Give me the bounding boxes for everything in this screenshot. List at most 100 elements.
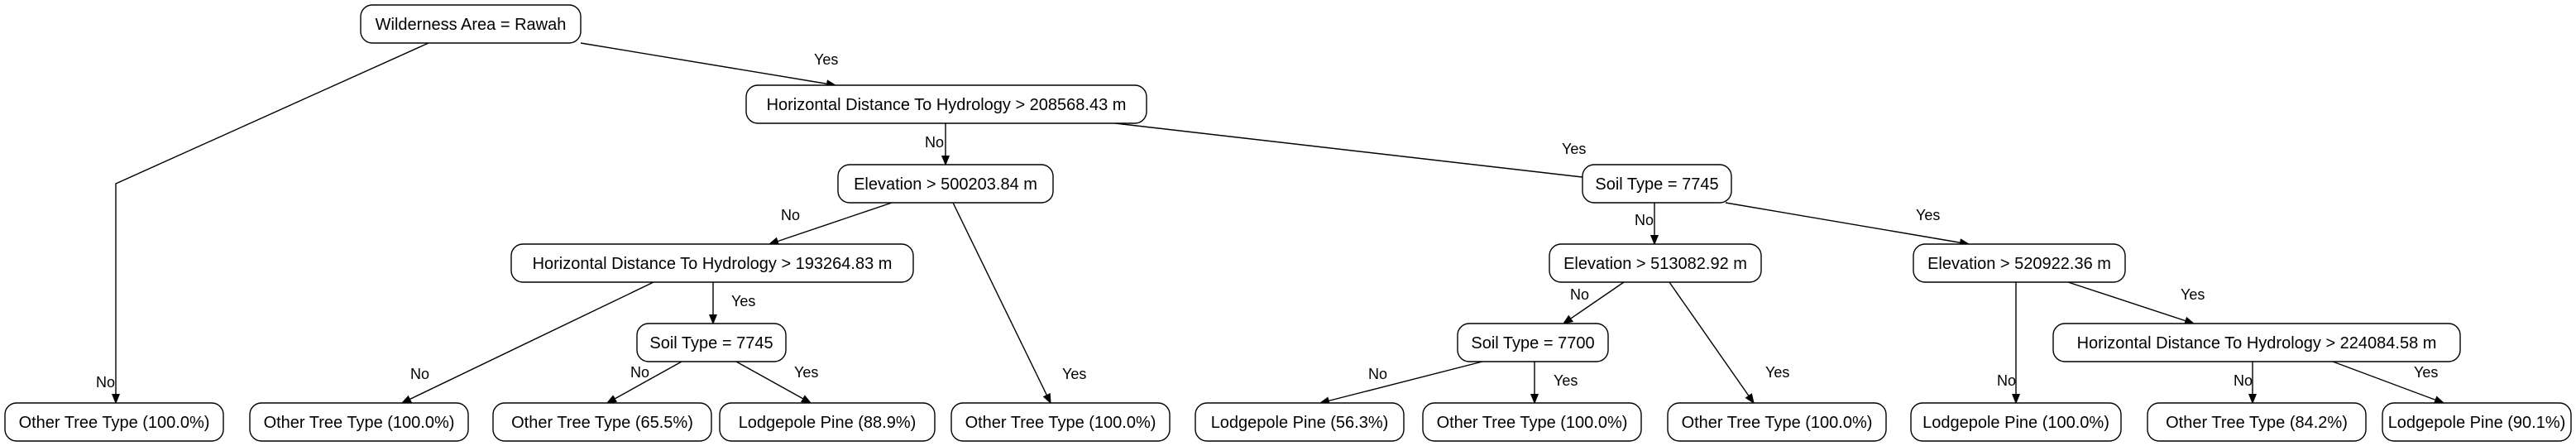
decision-node-n7: Soil Type = 7745 xyxy=(636,323,787,362)
leaf-node-l10: Lodgepole Pine (90.1%) xyxy=(2382,402,2572,442)
node-box xyxy=(1457,323,1609,362)
edge-n5-n8 xyxy=(1563,281,1625,324)
edge-n2-n4 xyxy=(769,202,893,244)
edge-label-n6-n9: Yes xyxy=(2181,286,2205,303)
node-box xyxy=(360,4,582,44)
leaf-node-l2: Other Tree Type (65.5%) xyxy=(492,402,712,442)
node-label: Other Tree Type (100.0%) xyxy=(1682,414,1873,432)
node-box xyxy=(1910,402,2122,442)
node-label: Horizontal Distance To Hydrology > 20856… xyxy=(767,96,1127,114)
leaf-node-l1: Other Tree Type (100.0%) xyxy=(249,402,469,442)
decision-node-n5: Elevation > 513082.92 m xyxy=(1549,243,1762,283)
node-label: Elevation > 513082.92 m xyxy=(1563,255,1747,273)
node-box xyxy=(510,243,914,283)
node-box xyxy=(1582,164,1732,204)
edge-label-n3-n5: No xyxy=(1635,212,1654,228)
leaf-node-l4: Other Tree Type (100.0%) xyxy=(950,402,1171,442)
node-box xyxy=(1549,243,1762,283)
node-box xyxy=(492,402,712,442)
edge-label-n1-n2: No xyxy=(925,134,944,151)
node-box xyxy=(950,402,1171,442)
node-label: Lodgepole Pine (90.1%) xyxy=(2388,414,2566,432)
node-label: Other Tree Type (100.0%) xyxy=(1437,414,1628,432)
edge-label-n2-l4: Yes xyxy=(1062,366,1086,382)
edge-label-n1-n3: Yes xyxy=(1562,141,1586,157)
edge-n2-l4 xyxy=(952,202,1051,403)
edge-n3-n6 xyxy=(1725,202,1969,244)
leaf-node-l3: Lodgepole Pine (88.9%) xyxy=(719,402,936,442)
edge-label-n4-l1: No xyxy=(410,366,429,382)
edge-label-n0-n1: Yes xyxy=(814,51,838,68)
edge-label-n9-l9: No xyxy=(2234,372,2253,389)
decision-node-n6: Elevation > 520922.36 m xyxy=(1913,243,2126,283)
decision-node-n9: Horizontal Distance To Hydrology > 22408… xyxy=(2052,323,2461,362)
edge-label-n3-n6: Yes xyxy=(1916,207,1940,223)
node-box xyxy=(4,402,224,442)
decision-node-n4: Horizontal Distance To Hydrology > 19326… xyxy=(510,243,914,283)
decision-node-n8: Soil Type = 7700 xyxy=(1457,323,1609,362)
decision-node-n2: Elevation > 500203.84 m xyxy=(837,164,1054,204)
edges: No Yes No Yes No Yes No Yes No Yes No Yes No Yes No Yes… xyxy=(96,42,2444,403)
edge-n1-n3 xyxy=(1114,122,1640,184)
edge-n7-l2 xyxy=(607,361,682,403)
edge-label-n6-l8: No xyxy=(1997,372,2016,389)
node-label: Soil Type = 7745 xyxy=(649,334,773,352)
leaf-node-l0: Other Tree Type (100.0%) xyxy=(4,402,224,442)
node-label: Other Tree Type (100.0%) xyxy=(19,414,210,432)
node-label: Lodgepole Pine (88.9%) xyxy=(739,414,917,432)
edge-label-n5-l7: Yes xyxy=(1765,364,1789,381)
node-label: Other Tree Type (84.2%) xyxy=(2166,414,2348,432)
node-label: Horizontal Distance To Hydrology > 22408… xyxy=(2077,334,2437,352)
node-box xyxy=(2147,402,2367,442)
node-box xyxy=(1195,402,1405,442)
node-label: Horizontal Distance To Hydrology > 19326… xyxy=(533,255,893,273)
edge-label-n8-l5: No xyxy=(1368,366,1387,382)
decision-node-n1: Horizontal Distance To Hydrology > 20856… xyxy=(745,84,1147,124)
leaf-node-l8: Lodgepole Pine (100.0%) xyxy=(1910,402,2122,442)
node-box xyxy=(2382,402,2572,442)
node-box xyxy=(837,164,1054,204)
edge-n7-l3 xyxy=(735,361,811,403)
decision-node-n3: Soil Type = 7745 xyxy=(1582,164,1732,204)
edge-n0-l0 xyxy=(116,42,429,403)
node-label: Soil Type = 7745 xyxy=(1595,175,1718,194)
node-label: Elevation > 500203.84 m xyxy=(854,175,1037,194)
node-label: Other Tree Type (100.0%) xyxy=(264,414,455,432)
edge-label-n4-n7: Yes xyxy=(731,293,755,309)
node-label: Other Tree Type (65.5%) xyxy=(511,414,693,432)
node-label: Wilderness Area = Rawah xyxy=(376,16,567,34)
node-label: Soil Type = 7700 xyxy=(1471,334,1594,352)
edge-label-n0-l0: No xyxy=(96,374,115,391)
edge-label-n5-n8: No xyxy=(1570,286,1589,303)
leaf-node-l9: Other Tree Type (84.2%) xyxy=(2147,402,2367,442)
node-label: Lodgepole Pine (100.0%) xyxy=(1922,414,2109,432)
node-box xyxy=(636,323,787,362)
node-label: Other Tree Type (100.0%) xyxy=(965,414,1156,432)
node-box xyxy=(2052,323,2461,362)
node-label: Elevation > 520922.36 m xyxy=(1927,255,2111,273)
edge-n5-l7 xyxy=(1669,281,1754,403)
edge-label-n7-l3: Yes xyxy=(794,364,818,381)
node-box xyxy=(719,402,936,442)
leaf-node-l6: Other Tree Type (100.0%) xyxy=(1422,402,1642,442)
edge-n9-l10 xyxy=(2332,361,2444,403)
node-box xyxy=(1422,402,1642,442)
edge-label-n9-l10: Yes xyxy=(2414,364,2438,381)
edge-n0-n1 xyxy=(580,42,836,85)
edge-label-n2-n4: No xyxy=(781,207,800,223)
node-box xyxy=(249,402,469,442)
edge-n6-n9 xyxy=(2067,281,2194,324)
decision-node-n0: Wilderness Area = Rawah xyxy=(360,4,582,44)
node-box xyxy=(1913,243,2126,283)
edge-label-n7-l2: No xyxy=(630,364,649,381)
node-box xyxy=(745,84,1147,124)
edge-label-n8-l6: Yes xyxy=(1554,372,1578,389)
edge-n4-l1 xyxy=(402,281,654,403)
edge-n8-l5 xyxy=(1320,361,1483,403)
nodes: Wilderness Area = Rawah Horizontal Distan… xyxy=(4,4,2572,442)
leaf-node-l5: Lodgepole Pine (56.3%) xyxy=(1195,402,1405,442)
leaf-node-l7: Other Tree Type (100.0%) xyxy=(1667,402,1887,442)
node-box xyxy=(1667,402,1887,442)
node-label: Lodgepole Pine (56.3%) xyxy=(1211,414,1389,432)
